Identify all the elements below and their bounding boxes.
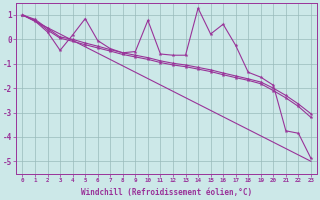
X-axis label: Windchill (Refroidissement éolien,°C): Windchill (Refroidissement éolien,°C) bbox=[81, 188, 252, 197]
